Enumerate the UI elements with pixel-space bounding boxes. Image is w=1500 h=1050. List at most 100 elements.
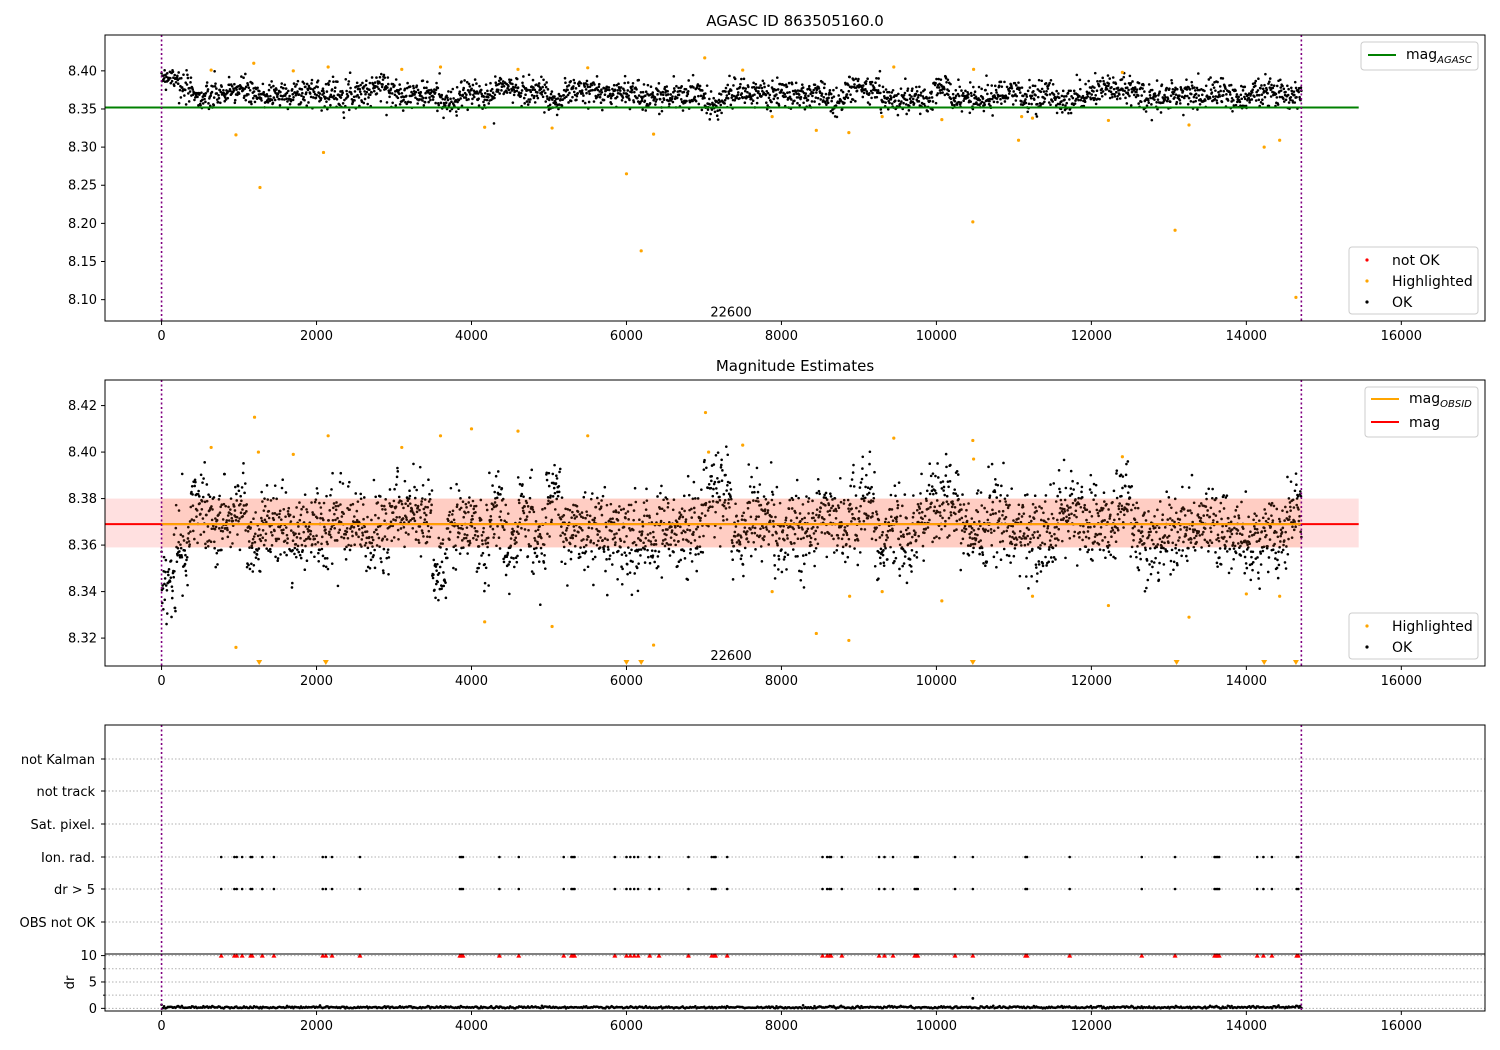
ok-point [203, 97, 206, 101]
ok-point [549, 494, 552, 498]
ok-point [829, 109, 833, 113]
ok-point [1008, 89, 1012, 93]
ok-point [473, 526, 477, 530]
ok-point [555, 474, 558, 478]
ok-point [898, 567, 901, 571]
ok-point [275, 88, 278, 91]
ok-point [916, 96, 920, 99]
ok-point [693, 497, 697, 500]
ok-point [420, 500, 423, 503]
ok-point [1207, 78, 1211, 81]
ok-point [193, 537, 196, 541]
ok-point [299, 101, 303, 104]
ok-point [797, 96, 801, 99]
ok-point [542, 89, 546, 92]
legend-marker [1365, 279, 1369, 283]
ok-point [750, 531, 754, 535]
ok-point [575, 504, 579, 508]
ok-point [540, 536, 543, 540]
ok-point [229, 545, 232, 549]
ok-point [625, 92, 629, 96]
ok-point [748, 501, 752, 504]
ok-point [622, 507, 625, 511]
ok-point [921, 517, 924, 521]
ok-point [488, 93, 492, 97]
ok-point [781, 529, 785, 532]
ok-point [800, 83, 804, 86]
ok-point [484, 566, 488, 570]
ok-point [1102, 79, 1105, 83]
ok-point [184, 81, 187, 84]
ok-point [500, 85, 504, 89]
ok-point [421, 99, 424, 102]
ok-point [747, 85, 750, 89]
ok-point [943, 509, 946, 512]
ok-point [733, 98, 737, 102]
ok-point [163, 582, 166, 586]
ok-point [772, 525, 775, 528]
ok-point [494, 81, 498, 84]
ok-point [949, 97, 953, 101]
ok-point [1250, 90, 1254, 94]
ok-point [216, 563, 219, 566]
ok-point [936, 92, 940, 95]
ok-point [611, 93, 615, 97]
ok-point [331, 75, 335, 79]
ok-point [393, 487, 396, 491]
ok-point [716, 476, 719, 480]
ok-point [1150, 88, 1154, 92]
ok-point [206, 544, 210, 548]
ok-point [407, 533, 410, 536]
ok-point [592, 541, 596, 545]
ok-point [621, 567, 624, 571]
ok-point [210, 90, 214, 94]
ok-point [1028, 78, 1031, 82]
ok-point [381, 537, 385, 541]
ok-point [320, 535, 324, 539]
ok-point [595, 543, 599, 547]
ok-point [260, 490, 263, 494]
ok-point [711, 505, 714, 509]
ok-point [164, 570, 167, 574]
ok-point [863, 496, 867, 500]
ok-point [174, 526, 178, 530]
ok-point [415, 84, 419, 88]
ok-point [719, 526, 722, 530]
ok-point [638, 530, 642, 534]
ok-point [624, 100, 627, 104]
ok-point [1238, 100, 1242, 104]
ok-point [357, 535, 360, 539]
ok-point [1147, 83, 1151, 86]
ok-point [289, 529, 293, 532]
x-tick-label: 14000 [1226, 329, 1267, 344]
ok-point [818, 102, 821, 106]
ok-point [679, 89, 682, 93]
ok-point [730, 96, 733, 99]
ok-point [540, 93, 544, 96]
ok-point [804, 94, 807, 98]
highlighted-point [1294, 295, 1298, 299]
ok-point [504, 503, 508, 507]
ok-point [300, 94, 303, 98]
ok-point [234, 518, 238, 522]
ok-point [840, 107, 844, 111]
ok-point [197, 104, 200, 107]
panel-2-magnitudes: Magnitude Estimates22600magOBSIDmagHighl… [105, 357, 1479, 665]
ok-point [428, 497, 432, 501]
ok-point [358, 90, 362, 94]
ok-point [603, 93, 607, 97]
ok-point [569, 99, 573, 103]
ok-point [283, 83, 287, 87]
ok-point [681, 515, 685, 519]
ok-point [546, 496, 550, 499]
ok-point [560, 104, 564, 107]
ok-point [471, 517, 474, 521]
ok-point [601, 494, 605, 498]
ok-point [236, 533, 239, 536]
ok-point [952, 492, 955, 495]
ok-point [545, 471, 549, 475]
ok-point [379, 495, 382, 498]
ok-point [422, 507, 426, 511]
ok-point [665, 85, 669, 88]
ok-point [265, 520, 268, 524]
